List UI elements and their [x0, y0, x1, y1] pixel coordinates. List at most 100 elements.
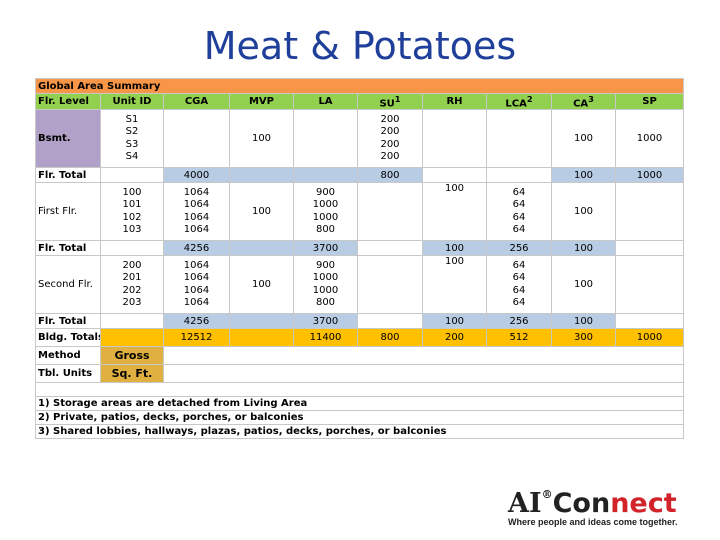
empty-cell [486, 167, 552, 184]
empty-cell [614, 240, 685, 257]
la-value: 1000 [312, 284, 339, 296]
bldg-total-su: 800 [357, 328, 423, 348]
cga-value: 1064 [183, 186, 210, 198]
empty-cell [100, 240, 164, 257]
first-floor-ca: 100 [551, 182, 616, 242]
basement-su: 200 200 200 200 [357, 109, 423, 169]
col-unit-id: Unit ID [100, 92, 164, 111]
unit-id: S1 [125, 113, 139, 125]
lca-value: 64 [512, 259, 526, 271]
note-row: 3) Shared lobbies, hallways, plazas, pat… [34, 424, 685, 440]
second-floor-units: 200 201 202 203 [100, 255, 164, 315]
basement-total-sp: 1000 [614, 167, 685, 184]
note-row: 2) Private, patios, decks, porches, or b… [34, 410, 685, 426]
first-floor-mvp: 100 [229, 182, 294, 242]
second-floor-ca: 100 [551, 255, 616, 315]
basement-total-label: Flr. Total [35, 167, 101, 184]
col-su-sup: 1 [394, 94, 401, 104]
col-ca: CA3 [551, 92, 616, 111]
second-floor-total-label: Flr. Total [35, 313, 101, 330]
bldg-total-rh: 200 [422, 328, 487, 348]
basement-sp: 1000 [614, 109, 685, 169]
first-floor-su [357, 182, 423, 242]
empty-cell [229, 328, 294, 348]
basement-row: Bsmt. S1 S2 S3 S4 100 200 200 200 200 10… [35, 109, 685, 169]
logo-wordmark: AI®Connect [508, 488, 688, 519]
logo-nect: nect [610, 488, 677, 519]
lca-value: 64 [512, 211, 526, 223]
first-floor-units: 100 101 102 103 [100, 182, 164, 242]
empty-cell [100, 313, 164, 330]
method-label: Method [35, 346, 101, 366]
basement-total-cga: 4000 [163, 167, 230, 184]
first-floor-la: 900 1000 1000 800 [293, 182, 358, 242]
second-floor-cga: 1064 1064 1064 1064 [163, 255, 230, 315]
col-lca-label: LCA [505, 98, 527, 110]
empty-cell [229, 313, 294, 330]
second-floor-su [357, 255, 423, 315]
second-floor-sp [614, 255, 685, 315]
units-label: Tbl. Units [35, 364, 101, 384]
bldg-total-lca: 512 [486, 328, 552, 348]
first-floor-total-ca: 100 [551, 240, 616, 257]
unit-id: S3 [125, 138, 139, 150]
unit-id: 102 [122, 211, 142, 223]
col-la: LA [293, 92, 358, 111]
basement-total-ca: 100 [551, 167, 616, 184]
area-summary-table: Global Area Summary Flr. Level Unit ID C… [34, 78, 685, 440]
column-header-row: Flr. Level Unit ID CGA MVP LA SU1 RH LCA… [35, 92, 685, 111]
col-ca-label: CA [573, 98, 589, 110]
second-floor-label: Second Flr. [35, 255, 101, 315]
la-value: 800 [315, 297, 336, 309]
su-value: 200 [380, 138, 400, 150]
col-lca: LCA2 [486, 92, 552, 111]
col-ca-sup: 3 [588, 94, 594, 104]
la-value: 1000 [312, 211, 339, 223]
method-value: Gross [100, 346, 164, 366]
cga-value: 1064 [183, 272, 210, 284]
note-1: 1) Storage areas are detached from Livin… [34, 396, 685, 412]
basement-cga [163, 109, 230, 169]
empty-cell [34, 382, 685, 398]
header-row: Global Area Summary [34, 78, 685, 94]
basement-mvp: 100 [229, 109, 294, 169]
first-floor-label: First Flr. [35, 182, 101, 242]
empty-cell [100, 328, 164, 348]
bldg-total-ca: 300 [551, 328, 616, 348]
units-value: Sq. Ft. [100, 364, 164, 384]
col-su: SU1 [357, 92, 423, 111]
units-row: Tbl. Units Sq. Ft. [35, 364, 685, 384]
su-value: 200 [380, 113, 400, 125]
spacer-row [34, 382, 685, 398]
second-floor-total-row: Flr. Total 4256 3700 100 256 100 [35, 313, 685, 330]
bldg-total-sp: 1000 [614, 328, 685, 348]
first-floor-row: First Flr. 100 101 102 103 1064 1064 106… [35, 182, 685, 242]
empty-cell [357, 240, 423, 257]
col-lca-sup: 2 [526, 94, 533, 104]
sheet-header: Global Area Summary [34, 78, 685, 94]
first-floor-total-label: Flr. Total [35, 240, 101, 257]
bldg-totals-label: Bldg. Totals [35, 328, 101, 348]
col-rh: RH [422, 92, 487, 111]
first-floor-lca: 64 64 64 64 [486, 182, 552, 242]
second-floor-total-lca: 256 [486, 313, 552, 330]
col-sp: SP [614, 92, 685, 111]
second-floor-total-la: 3700 [293, 313, 358, 330]
bldg-totals-row: Bldg. Totals 12512 11400 800 200 512 300… [35, 328, 685, 348]
basement-rh [422, 109, 487, 169]
basement-total-row: Flr. Total 4000 800 100 1000 [35, 167, 685, 184]
logo-registered: ® [541, 488, 553, 501]
second-floor-total-cga: 4256 [163, 313, 230, 330]
first-floor-total-cga: 4256 [163, 240, 230, 257]
second-floor-mvp: 100 [229, 255, 294, 315]
la-value: 1000 [312, 272, 339, 284]
first-floor-sp [614, 182, 685, 242]
unit-id: 201 [122, 272, 142, 284]
su-value: 200 [380, 151, 400, 163]
first-floor-total-row: Flr. Total 4256 3700 100 256 100 [35, 240, 685, 257]
cga-value: 1064 [183, 297, 210, 309]
empty-cell [614, 313, 685, 330]
basement-ca: 100 [551, 109, 616, 169]
col-flr-level: Flr. Level [35, 92, 101, 111]
basement-la [293, 109, 358, 169]
